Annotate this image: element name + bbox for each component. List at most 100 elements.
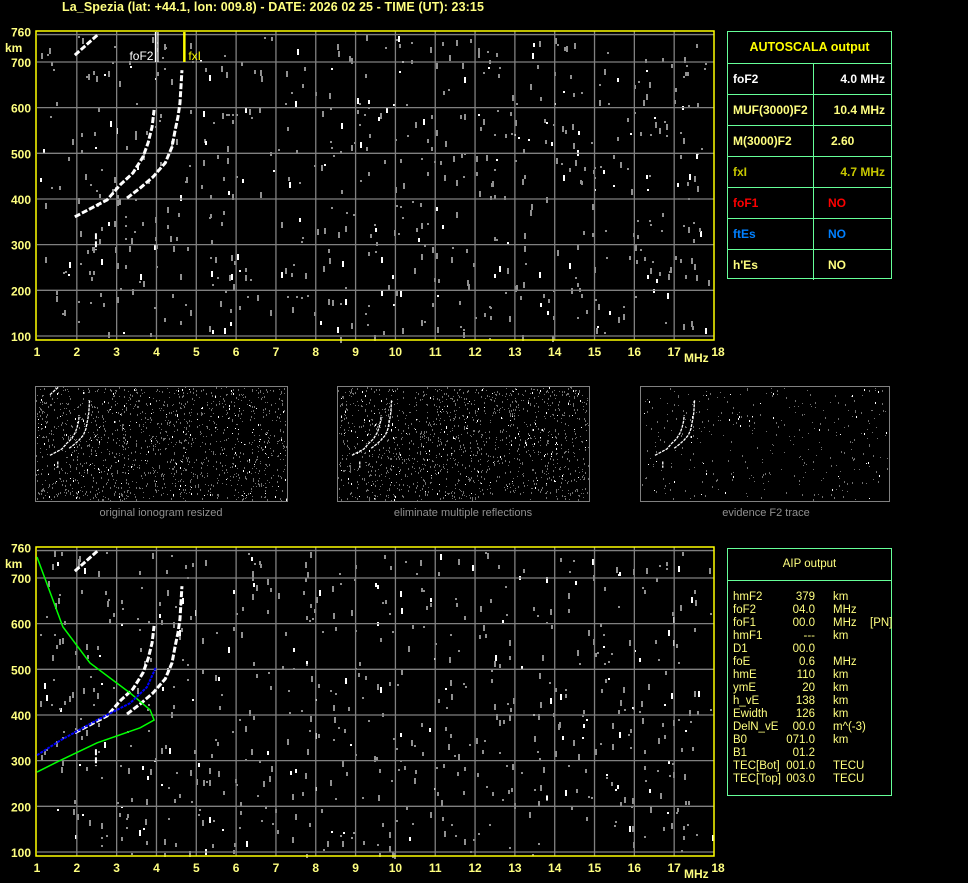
noise-dot <box>206 426 207 427</box>
noise-dot <box>184 468 185 469</box>
noise-dot <box>533 450 534 451</box>
x-tick-label: 11 <box>429 861 442 875</box>
noise-dot <box>716 480 717 482</box>
noise-dot <box>555 409 556 411</box>
noise-dot <box>820 423 821 425</box>
noise-dot <box>455 416 456 418</box>
noise-dot <box>79 444 80 446</box>
noise-dot <box>401 433 402 434</box>
noise-dot <box>386 398 387 400</box>
noise-dot <box>385 600 387 604</box>
noise-dot <box>253 486 254 487</box>
noise-dot <box>510 471 511 473</box>
noise-dot <box>685 426 686 428</box>
noise-dot <box>687 182 689 186</box>
noise-dot <box>203 111 205 117</box>
noise-dot <box>381 400 382 402</box>
noise-dot <box>516 103 518 105</box>
noise-dot <box>447 387 448 389</box>
noise-dot <box>497 110 499 112</box>
noise-dot <box>465 484 466 485</box>
noise-dot <box>440 402 441 403</box>
noise-dot <box>565 480 566 481</box>
noise-dot <box>251 491 252 492</box>
noise-dot <box>137 392 138 394</box>
noise-dot <box>772 444 773 445</box>
noise-dot <box>349 453 350 454</box>
noise-dot <box>340 462 341 464</box>
noise-dot <box>577 244 579 250</box>
noise-dot <box>38 474 39 475</box>
noise-dot <box>144 472 145 474</box>
noise-dot <box>574 479 575 481</box>
noise-dot <box>137 414 138 416</box>
noise-dot <box>340 405 341 407</box>
noise-dot <box>447 459 448 461</box>
noise-dot <box>47 414 48 416</box>
noise-dot <box>178 390 179 392</box>
noise-dot <box>251 488 252 490</box>
noise-dot <box>264 497 265 498</box>
noise-dot <box>122 494 123 496</box>
noise-dot <box>61 481 62 482</box>
noise-dot <box>576 481 577 482</box>
noise-dot <box>509 442 510 443</box>
noise-dot <box>382 417 383 418</box>
noise-dot <box>518 415 519 416</box>
noise-dot <box>578 467 579 468</box>
noise-dot <box>436 767 438 769</box>
noise-dot <box>668 630 670 636</box>
x-tick-label: 18 <box>711 345 725 359</box>
noise-dot <box>260 392 261 393</box>
y-tick-label: 760 <box>11 542 31 556</box>
noise-dot <box>453 420 454 421</box>
noise-dot <box>161 494 162 496</box>
noise-dot <box>480 424 481 425</box>
noise-dot <box>268 430 269 431</box>
noise-dot <box>211 484 212 486</box>
noise-dot <box>148 472 149 474</box>
noise-dot <box>571 806 573 808</box>
noise-dot <box>540 303 542 307</box>
noise-dot <box>668 760 670 764</box>
noise-dot <box>255 472 256 473</box>
noise-dot <box>431 477 432 479</box>
noise-dot <box>176 442 177 443</box>
noise-dot <box>93 432 94 433</box>
noise-dot <box>237 468 238 469</box>
noise-dot <box>201 390 202 392</box>
noise-dot <box>191 421 192 422</box>
noise-dot <box>406 459 407 460</box>
noise-dot <box>66 403 67 404</box>
noise-dot <box>60 416 61 417</box>
noise-dot <box>393 494 394 495</box>
noise-dot <box>261 398 262 400</box>
noise-dot <box>217 155 219 159</box>
noise-dot <box>434 423 435 425</box>
noise-dot <box>119 453 120 454</box>
noise-dot <box>481 448 482 450</box>
noise-dot <box>192 440 193 441</box>
noise-dot <box>864 389 865 391</box>
noise-dot <box>391 780 393 782</box>
noise-dot <box>229 405 230 407</box>
noise-dot <box>381 480 382 481</box>
noise-dot <box>388 391 389 392</box>
noise-dot <box>281 439 282 441</box>
noise-dot <box>185 500 186 501</box>
aip-value: 110 <box>796 669 815 681</box>
noise-dot <box>372 492 373 493</box>
noise-dot <box>163 493 164 494</box>
noise-dot <box>508 408 509 409</box>
noise-dot <box>431 147 433 151</box>
noise-dot <box>191 472 192 473</box>
noise-dot <box>421 723 423 727</box>
noise-dot <box>450 680 452 686</box>
noise-dot <box>603 646 605 648</box>
noise-dot <box>575 393 576 394</box>
noise-dot <box>40 389 41 390</box>
noise-dot <box>409 837 411 841</box>
o-mode-trace <box>74 109 156 219</box>
noise-dot <box>91 453 92 455</box>
noise-dot <box>176 772 178 774</box>
